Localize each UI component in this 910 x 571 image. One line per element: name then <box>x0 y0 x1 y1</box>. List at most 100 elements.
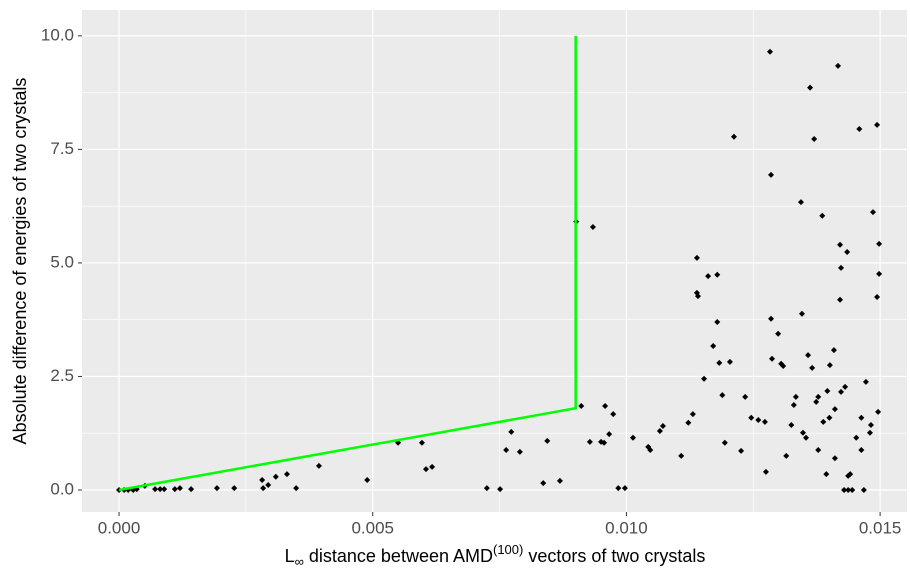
x-axis-title-part: ∞ <box>295 554 304 569</box>
point <box>837 241 844 248</box>
point <box>556 477 563 484</box>
point <box>780 363 787 370</box>
point <box>845 486 852 493</box>
marks <box>116 35 883 493</box>
point <box>364 476 371 483</box>
point <box>875 408 882 415</box>
point <box>858 447 865 454</box>
point <box>161 486 168 493</box>
point <box>647 447 654 454</box>
point <box>259 476 266 483</box>
point <box>775 330 782 337</box>
point <box>762 468 769 475</box>
point <box>748 414 755 421</box>
point <box>621 485 628 492</box>
point <box>418 439 425 446</box>
point <box>834 62 841 69</box>
x-tick-label: 0.005 <box>351 518 394 537</box>
point <box>659 422 666 429</box>
point <box>714 318 721 325</box>
point <box>803 434 810 441</box>
point <box>842 383 849 390</box>
point <box>685 419 692 426</box>
point <box>856 125 863 132</box>
point <box>876 270 883 277</box>
point <box>858 414 865 421</box>
point <box>721 439 728 446</box>
point <box>767 48 774 55</box>
point <box>788 422 795 429</box>
point <box>176 485 183 492</box>
point <box>497 486 504 493</box>
labels: 0.000 0.005 0.010 0.015 0.0 2.5 5.0 7.5 10.0 <box>41 25 901 537</box>
x-tick-label: 0.010 <box>605 518 648 537</box>
point <box>293 485 300 492</box>
point <box>847 471 854 478</box>
point <box>188 486 195 493</box>
point <box>792 393 799 400</box>
point <box>171 486 178 493</box>
point <box>606 431 613 438</box>
point <box>805 352 812 359</box>
point <box>710 343 717 350</box>
point <box>790 402 797 409</box>
point <box>755 417 762 424</box>
point <box>578 402 585 409</box>
point <box>586 438 593 445</box>
point <box>809 364 816 371</box>
point <box>841 486 848 493</box>
point <box>811 135 818 142</box>
x-axis-title-part: (100) <box>493 542 523 557</box>
point <box>813 398 820 405</box>
point <box>716 359 723 366</box>
point <box>768 171 775 178</box>
point <box>152 486 159 493</box>
point <box>870 209 877 216</box>
y-tick-label: 7.5 <box>50 139 74 158</box>
point <box>844 249 851 256</box>
grid <box>82 10 907 512</box>
point <box>483 485 490 492</box>
point <box>853 434 860 441</box>
point <box>601 439 608 446</box>
point <box>260 485 267 492</box>
point <box>610 411 617 418</box>
point <box>867 422 874 429</box>
point <box>615 485 622 492</box>
point <box>807 84 814 91</box>
point <box>830 347 837 354</box>
point <box>714 271 721 278</box>
point <box>540 480 547 487</box>
y-tick-label: 10.0 <box>41 25 74 44</box>
point <box>831 406 838 413</box>
point <box>797 199 804 206</box>
x-axis-title-part: L <box>285 546 295 566</box>
point <box>768 315 775 322</box>
point <box>656 427 663 434</box>
point <box>838 388 845 395</box>
y-axis-title: Absolute difference of energies of two c… <box>10 78 30 445</box>
point <box>820 418 827 425</box>
threshold-line <box>118 35 577 492</box>
point <box>769 355 776 362</box>
point <box>315 462 322 469</box>
panel <box>82 10 907 512</box>
point <box>783 452 790 459</box>
x-tick-label: 0.015 <box>859 518 902 537</box>
point <box>815 447 822 454</box>
point <box>876 240 883 247</box>
point <box>837 296 844 303</box>
point <box>693 254 700 261</box>
x-tick-label: 0.000 <box>98 518 141 537</box>
point <box>589 224 596 231</box>
point <box>738 447 745 454</box>
point <box>823 471 830 478</box>
point <box>866 429 873 436</box>
point <box>231 485 238 492</box>
point <box>503 447 510 454</box>
point <box>701 375 708 382</box>
point <box>874 293 881 300</box>
point <box>730 133 737 140</box>
point <box>678 452 685 459</box>
x-axis-title: L∞ distance between AMD(100) vectors of … <box>285 542 706 569</box>
